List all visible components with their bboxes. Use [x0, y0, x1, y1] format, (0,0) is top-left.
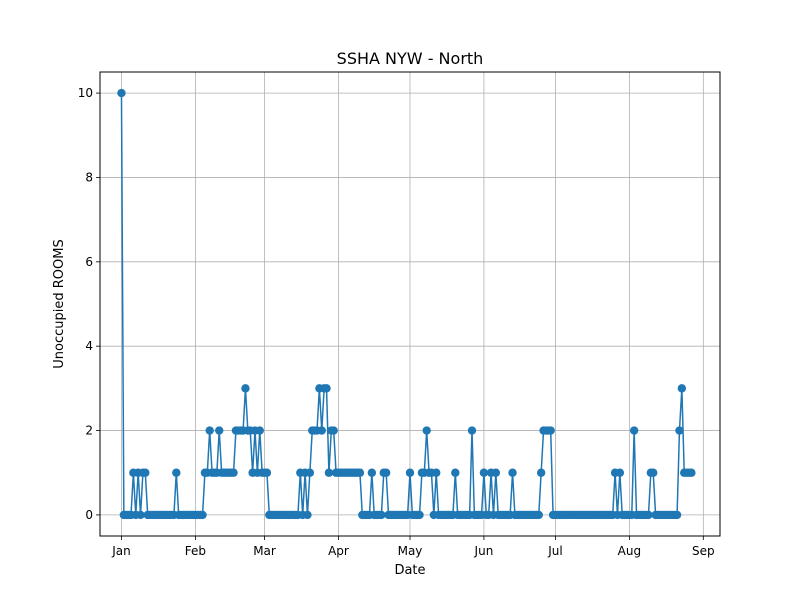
data-point: [675, 426, 684, 435]
plot-area: [117, 88, 696, 520]
data-point: [432, 468, 441, 477]
data-point: [534, 510, 543, 520]
data-point: [677, 384, 687, 393]
data-point: [229, 468, 238, 477]
data-point: [381, 468, 391, 477]
data-point: [241, 384, 250, 393]
x-axis: Jan Feb Mar Apr May Jun Jul Aug Sep: [111, 536, 715, 558]
y-tick-label: 6: [85, 255, 93, 269]
data-point: [215, 426, 224, 435]
x-tick-label: Jun: [474, 544, 494, 558]
data-point: [422, 426, 431, 435]
y-tick-label: 2: [85, 424, 93, 438]
data-point: [322, 384, 331, 393]
data-point: [141, 468, 150, 477]
data-point: [546, 426, 555, 435]
data-point: [508, 468, 517, 477]
x-tick-label: Feb: [185, 544, 206, 558]
data-point: [405, 468, 415, 477]
data-point: [415, 510, 424, 520]
chart-title: SSHA NYW - North: [337, 49, 484, 68]
data-point: [305, 468, 315, 477]
data-point: [303, 510, 312, 520]
data-point: [324, 468, 334, 477]
data-point: [615, 468, 625, 477]
y-tick-label: 10: [78, 86, 93, 100]
data-point: [355, 468, 365, 477]
x-tick-label: Apr: [328, 544, 349, 558]
y-tick-label: 4: [85, 339, 93, 353]
y-tick-label: 0: [85, 508, 93, 522]
x-axis-label: Date: [394, 563, 425, 578]
x-tick-label: Mar: [253, 544, 276, 558]
data-point: [329, 426, 338, 435]
x-tick-label: Jul: [547, 544, 562, 558]
data-point: [644, 510, 653, 520]
grid-lines: [100, 72, 720, 536]
data-point: [491, 468, 501, 477]
data-point: [629, 426, 639, 435]
data-point: [262, 468, 272, 477]
data-point: [377, 510, 386, 520]
data-point: [136, 510, 145, 520]
y-axis-label: Unoccupied ROOMS: [52, 239, 67, 368]
y-tick-label: 8: [85, 170, 93, 184]
x-tick-label: Jan: [111, 544, 131, 558]
x-tick-label: Sep: [692, 544, 715, 558]
data-point: [198, 510, 207, 520]
data-point: [649, 468, 658, 477]
data-point: [255, 426, 264, 435]
data-point: [467, 426, 477, 435]
y-axis: 0 2 4 6 8 10: [78, 86, 100, 522]
data-point: [367, 468, 377, 477]
data-point: [317, 426, 326, 435]
x-tick-label: May: [398, 544, 423, 558]
data-point: [205, 426, 214, 435]
data-point: [117, 88, 126, 98]
data-point: [536, 468, 546, 477]
x-tick-label: Aug: [618, 544, 641, 558]
series-line: [120, 93, 692, 516]
data-point: [687, 468, 696, 477]
data-point: [451, 468, 460, 477]
data-point: [172, 468, 181, 477]
data-point: [479, 468, 489, 477]
data-point: [672, 510, 682, 520]
